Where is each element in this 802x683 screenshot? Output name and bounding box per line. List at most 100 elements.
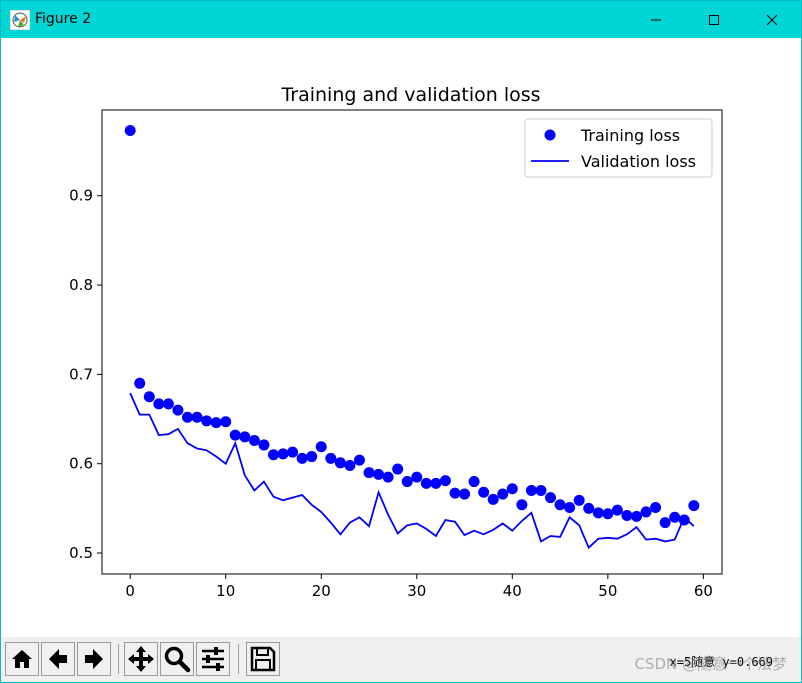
training-loss-point xyxy=(162,398,174,410)
training-loss-point xyxy=(239,431,251,443)
legend-validation-label: Validation loss xyxy=(581,152,696,171)
maximize-button[interactable] xyxy=(685,1,743,38)
minimize-icon xyxy=(651,19,661,20)
training-loss-point xyxy=(592,507,604,519)
training-loss-point xyxy=(258,439,270,451)
training-loss-point xyxy=(401,476,413,488)
y-tick-label: 0.9 xyxy=(69,187,93,205)
training-loss-point xyxy=(621,509,633,521)
training-loss-point xyxy=(459,488,471,500)
training-loss-point xyxy=(478,486,490,498)
back-button[interactable] xyxy=(41,642,75,676)
x-tick-label: 0 xyxy=(125,582,135,600)
training-loss-point xyxy=(363,467,375,479)
x-tick-label: 30 xyxy=(407,582,426,600)
window-title: Figure 2 xyxy=(35,11,92,27)
training-loss-point xyxy=(353,454,365,466)
training-loss-point xyxy=(325,452,337,464)
training-loss-point xyxy=(420,477,432,489)
legend-training-marker xyxy=(544,129,556,141)
training-loss-point xyxy=(583,502,595,514)
configure-subplots-icon xyxy=(202,647,224,671)
x-tick-label: 60 xyxy=(694,582,713,600)
y-tick-label: 0.8 xyxy=(69,276,93,294)
toolbar-separator xyxy=(118,644,119,674)
y-tick-label: 0.6 xyxy=(69,455,93,473)
training-loss-point xyxy=(182,411,194,423)
training-loss-point xyxy=(630,510,642,522)
training-loss-point xyxy=(172,404,184,416)
training-loss-point xyxy=(229,429,241,441)
navigation-toolbar: x=5随意 y=0.669 CSDN @随意一个法梦 xyxy=(1,637,801,682)
training-loss-point xyxy=(143,391,155,403)
legend-box xyxy=(524,118,713,178)
zoom-button[interactable] xyxy=(160,642,194,676)
training-loss-point xyxy=(611,504,623,516)
minimize-button[interactable] xyxy=(627,1,685,38)
training-loss-point xyxy=(497,488,509,500)
x-tick-label: 50 xyxy=(598,582,617,600)
training-loss-point xyxy=(267,449,279,461)
training-loss-point xyxy=(545,492,557,504)
validation-loss-line xyxy=(129,392,695,550)
training-loss-point xyxy=(487,493,499,505)
forward-button[interactable] xyxy=(77,642,111,676)
x-tick-label: 40 xyxy=(503,582,522,600)
pan-button[interactable] xyxy=(124,642,158,676)
training-loss-point xyxy=(306,451,318,463)
axes-frame xyxy=(101,109,723,575)
training-loss-point xyxy=(220,416,232,428)
training-loss-point xyxy=(201,415,213,427)
training-loss-point xyxy=(373,468,385,480)
training-loss-point xyxy=(334,457,346,469)
training-loss-point xyxy=(669,511,681,523)
pan-icon xyxy=(128,646,154,672)
configure-subplots-button[interactable] xyxy=(196,642,230,676)
training-loss-point xyxy=(602,508,614,520)
training-loss-point xyxy=(296,452,308,464)
training-loss-point xyxy=(287,446,299,458)
training-loss-point xyxy=(430,477,442,489)
maximize-icon xyxy=(709,14,719,25)
back-icon xyxy=(49,649,67,669)
training-loss-point xyxy=(650,501,662,513)
training-loss-point xyxy=(506,483,518,495)
forward-icon xyxy=(85,649,103,669)
training-loss-point xyxy=(535,484,547,496)
training-loss-point xyxy=(210,417,222,429)
save-button[interactable] xyxy=(246,642,280,676)
training-loss-point xyxy=(411,471,423,483)
training-loss-point xyxy=(248,434,260,446)
training-loss-point xyxy=(449,487,461,499)
app-icon xyxy=(10,10,30,30)
training-loss-point xyxy=(678,514,690,526)
save-icon xyxy=(250,646,276,672)
title-bar[interactable]: Figure 2 xyxy=(1,1,801,38)
training-loss-point xyxy=(659,517,671,529)
y-tick-label: 0.5 xyxy=(69,544,93,562)
training-loss-point xyxy=(134,377,146,389)
watermark: CSDN @随意一个法梦 xyxy=(634,655,787,673)
training-loss-point xyxy=(525,484,537,496)
training-loss-point xyxy=(564,501,576,513)
toolbar-separator xyxy=(238,644,239,674)
training-loss-point xyxy=(688,500,700,512)
close-button[interactable] xyxy=(743,1,801,38)
x-tick-label: 10 xyxy=(216,582,235,600)
training-loss-point xyxy=(554,499,566,511)
home-icon xyxy=(12,650,32,668)
training-loss-point xyxy=(392,463,404,475)
zoom-icon xyxy=(164,646,191,673)
training-loss-point xyxy=(153,398,165,410)
training-loss-point xyxy=(382,471,394,483)
home-button[interactable] xyxy=(5,642,39,676)
x-tick-label: 20 xyxy=(312,582,331,600)
training-loss-point xyxy=(516,499,528,511)
close-icon xyxy=(766,14,778,25)
training-loss-point xyxy=(191,411,203,423)
loss-chart: Training and validation loss 0 10 20 30 40 50… xyxy=(69,84,723,600)
training-loss-point xyxy=(315,441,327,453)
plot-canvas[interactable]: Training and validation loss 0 10 20 30 40 50… xyxy=(1,39,801,637)
y-tick-label: 0.7 xyxy=(69,365,93,383)
